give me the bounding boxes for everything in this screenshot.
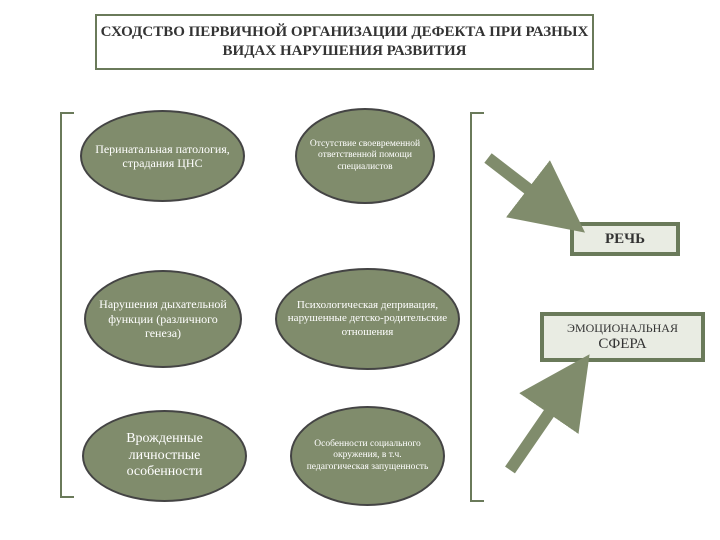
diagram-title: СХОДСТВО ПЕРВИЧНОЙ ОРГАНИЗАЦИИ ДЕФЕКТА П…	[95, 14, 594, 70]
ellipse-text: Отсутствие своевременной ответственной п…	[307, 139, 423, 173]
box-text: РЕЧЬ	[605, 230, 645, 248]
ellipse-respiratory: Нарушения дыхательной функции (различног…	[84, 270, 242, 368]
ellipse-perinatal: Перинатальная патология, страдания ЦНС	[80, 110, 245, 202]
left-bracket	[60, 112, 62, 498]
ellipse-help-absence: Отсутствие своевременной ответственной п…	[295, 108, 435, 204]
right-bracket	[470, 112, 472, 502]
box-speech: РЕЧЬ	[570, 222, 680, 256]
ellipse-text: Психологическая депривация, нарушенные д…	[287, 299, 448, 339]
box-line1: ЭМОЦИОНАЛЬНАЯ	[567, 321, 678, 335]
ellipse-social: Особенности социального окружения, в т.ч…	[290, 406, 445, 506]
ellipse-text: Особенности социального окружения, в т.ч…	[302, 439, 433, 473]
ellipse-text: Перинатальная патология, страдания ЦНС	[92, 142, 233, 171]
ellipse-deprivation: Психологическая депривация, нарушенные д…	[275, 268, 460, 370]
box-text: ЭМОЦИОНАЛЬНАЯ СФЕРА ЭМОЦИОНАЛЬНАЯ СФЕРА	[567, 321, 678, 353]
ellipse-text: Врожденные личностные особенности	[94, 431, 235, 481]
diagram-title-text: СХОДСТВО ПЕРВИЧНОЙ ОРГАНИЗАЦИИ ДЕФЕКТА П…	[97, 23, 592, 61]
ellipse-text: Нарушения дыхательной функции (различног…	[96, 297, 230, 340]
box-emotional: ЭМОЦИОНАЛЬНАЯ СФЕРА ЭМОЦИОНАЛЬНАЯ СФЕРА	[540, 312, 705, 362]
ellipse-innate: Врожденные личностные особенности	[82, 410, 247, 502]
box-line2: СФЕРА	[598, 336, 646, 352]
